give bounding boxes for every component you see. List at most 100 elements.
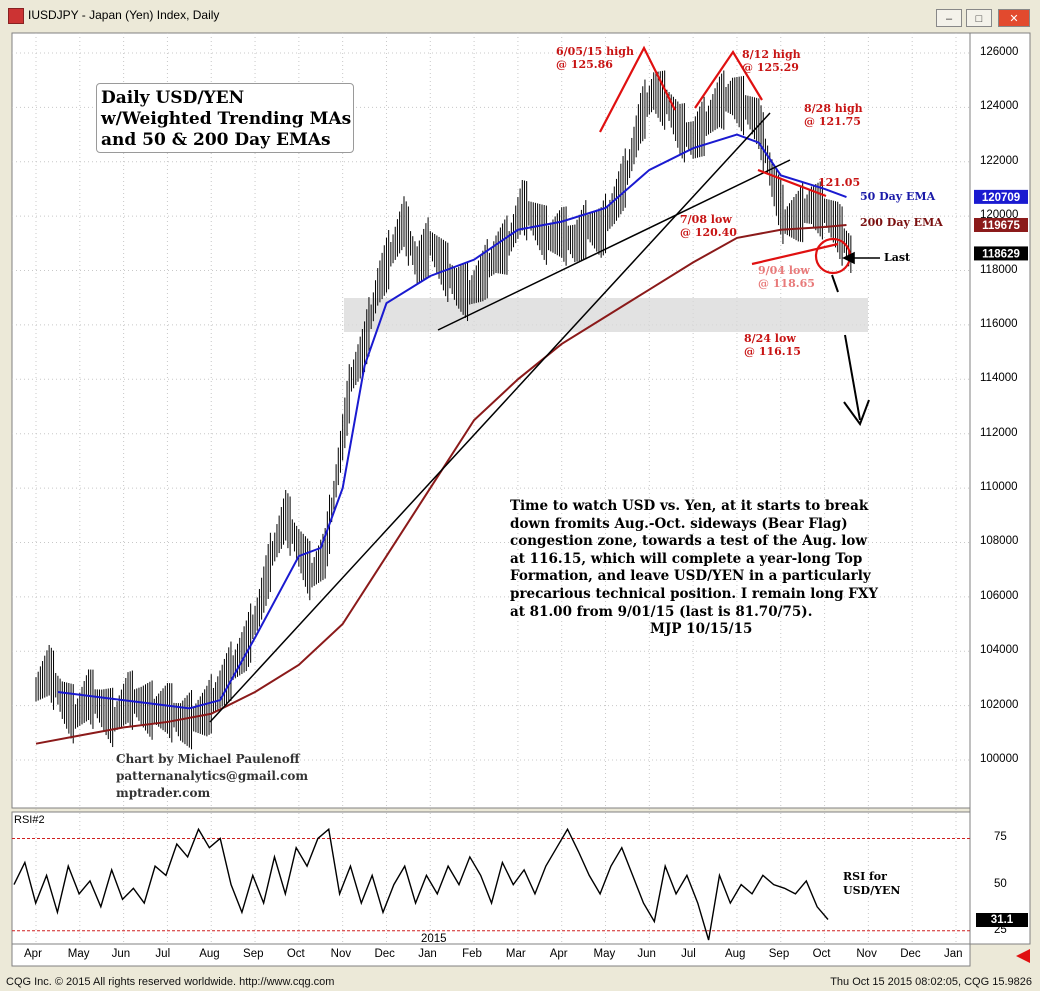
label-200-day-ema: 200 Day EMA — [860, 216, 943, 229]
label-last: Last — [884, 251, 911, 264]
maximize-button[interactable]: □ — [966, 9, 992, 27]
ema-lines — [35, 133, 847, 745]
credit-line: Chart by Michael Paulenoff — [116, 752, 300, 766]
month-tick-label: Dec — [900, 948, 921, 960]
price-label-box — [974, 189, 1028, 204]
price-label-text: 120709 — [982, 192, 1020, 204]
month-tick-label: Jun — [111, 948, 131, 960]
month-tick-label: May — [67, 948, 90, 960]
annotation-jun-high: 6/05/15 high @ 125.86 — [556, 45, 634, 71]
month-tick-label: Feb — [462, 948, 482, 960]
annotation-121-05: 121.05 — [818, 176, 861, 189]
rsi-lines — [12, 827, 970, 941]
price-tick-label: 108000 — [980, 535, 1019, 548]
trend-lines — [209, 112, 791, 723]
price-panel — [11, 32, 971, 809]
price-tick-label: 102000 — [980, 698, 1019, 711]
price-axis — [969, 32, 1031, 945]
month-tick-label: Jan — [418, 948, 437, 960]
title-bar: IUSDJPY - Japan (Yen) Index, Daily – □ ✕ — [0, 0, 1040, 30]
ema-50-line — [57, 133, 847, 710]
scroll-right-icon[interactable] — [1016, 949, 1030, 963]
month-tick-label: Jan — [944, 948, 963, 960]
status-copyright: CQG Inc. © 2015 All rights reserved worl… — [6, 976, 335, 988]
price-tick-label: 110000 — [980, 481, 1018, 494]
month-tick-label: May — [593, 948, 616, 960]
price-tick-label: 116000 — [980, 317, 1018, 330]
month-tick-label: Sep — [243, 948, 264, 960]
price-tick-label: 126000 — [980, 46, 1019, 58]
commentary-line: Formation, and leave USD/YEN in a partic… — [510, 568, 871, 585]
status-bar: CQG Inc. © 2015 All rights reserved worl… — [0, 972, 1040, 991]
rsi-side-label: RSI for USD/YEN — [843, 870, 901, 897]
month-tick-label: Mar — [505, 948, 526, 960]
chart-credit: Chart by Michael Paulenoff patternanalyti… — [116, 751, 308, 802]
credit-line: mptrader.com — [116, 786, 211, 800]
commentary-line: at 116.15, which will complete a year-lo… — [510, 550, 863, 567]
annotation-aug24-low: 8/24 low @ 116.15 — [744, 332, 801, 358]
month-tick-label: Jun — [637, 948, 656, 960]
price-tick-label: 114000 — [980, 372, 1018, 385]
price-labels: 120709 119675 118629 — [974, 189, 1028, 261]
month-tick-label: Apr — [24, 948, 42, 960]
credit-line: patternanalytics@gmail.com — [116, 769, 309, 783]
ema-200-line — [35, 223, 847, 745]
congestion-zone — [344, 298, 868, 332]
commentary: Time to watch USD vs. Yen, at it starts … — [510, 498, 930, 639]
price-tick-label: 118000 — [980, 263, 1018, 276]
month-tick-label: Oct — [812, 948, 831, 960]
commentary-line: congestion zone, towards a test of the A… — [510, 533, 868, 550]
rsi-title: RSI#2 — [14, 814, 45, 826]
price-tick-label: 104000 — [980, 644, 1019, 657]
annotation-aug28-high: 8/28 high @ 121.75 — [804, 102, 863, 128]
month-tick-label: Nov — [330, 948, 352, 960]
annotation-sep04-low: 9/04 low @ 118.65 — [758, 264, 815, 290]
month-tick-label: Jul — [155, 948, 171, 960]
price-tick-label: 124000 — [980, 100, 1019, 113]
month-tick-label: Aug — [724, 948, 746, 960]
month-tick-label: Jul — [681, 948, 696, 960]
status-timestamp: Thu Oct 15 2015 08:02:05, CQG 15.9826 — [830, 976, 1032, 988]
price-tick-label: 120000 — [980, 209, 1019, 222]
label-50-day-ema: 50 Day EMA — [860, 190, 936, 203]
price-tick-label: 100000 — [980, 753, 1019, 765]
price-label-text: 118629 — [982, 248, 1020, 260]
rsi-line — [13, 827, 829, 941]
month-tick-label: Aug — [199, 948, 220, 960]
projection-arrow — [831, 274, 870, 427]
chart-subtitle: Daily USD/YEN w/Weighted Trending MAs an… — [96, 83, 354, 153]
annotation-aug12-high: 8/12 high @ 125.29 — [742, 48, 801, 74]
price-tick-label: 112000 — [980, 426, 1018, 439]
month-tick-label: Sep — [768, 948, 790, 960]
rsi-tick-label: 75 — [994, 831, 1007, 844]
commentary-line: at 81.00 from 9/01/15 (last is 81.70/75)… — [510, 603, 813, 620]
pattern-lines — [599, 45, 852, 275]
month-tick-label: Dec — [374, 948, 395, 960]
app-icon — [8, 8, 24, 24]
rsi-last-value: 31.1 — [976, 912, 1028, 927]
minimize-button[interactable]: – — [936, 9, 962, 27]
commentary-line: precarious technical position. I remain … — [510, 585, 879, 602]
last-arrow — [842, 251, 880, 265]
year-label: 2015 — [421, 933, 447, 945]
month-tick-label: Oct — [286, 948, 305, 960]
price-label-box — [974, 217, 1028, 232]
commentary-line: Time to watch USD vs. Yen, at it starts … — [510, 498, 869, 514]
price-tick-label: 122000 — [980, 154, 1019, 167]
time-axis — [11, 943, 971, 967]
signature: MJP 10/15/15 — [650, 621, 753, 638]
price-tick-label: 106000 — [980, 589, 1019, 602]
rsi-tick-label: 50 — [994, 877, 1007, 890]
window-title: IUSDJPY - Japan (Yen) Index, Daily — [28, 8, 220, 22]
rsi-tick-label: 25 — [994, 923, 1007, 936]
month-tick-label: Nov — [856, 948, 877, 960]
price-label-box — [974, 246, 1028, 261]
month-tick-label: Apr — [549, 948, 568, 960]
rsi-panel — [11, 811, 971, 945]
price-bars — [35, 70, 852, 750]
close-button[interactable]: ✕ — [998, 9, 1030, 27]
price-label-text: 119675 — [982, 220, 1020, 232]
commentary-line: down fromits Aug.-Oct. sideways (Bear Fl… — [510, 515, 848, 532]
annotation-jul08-low: 7/08 low @ 120.40 — [680, 213, 737, 239]
